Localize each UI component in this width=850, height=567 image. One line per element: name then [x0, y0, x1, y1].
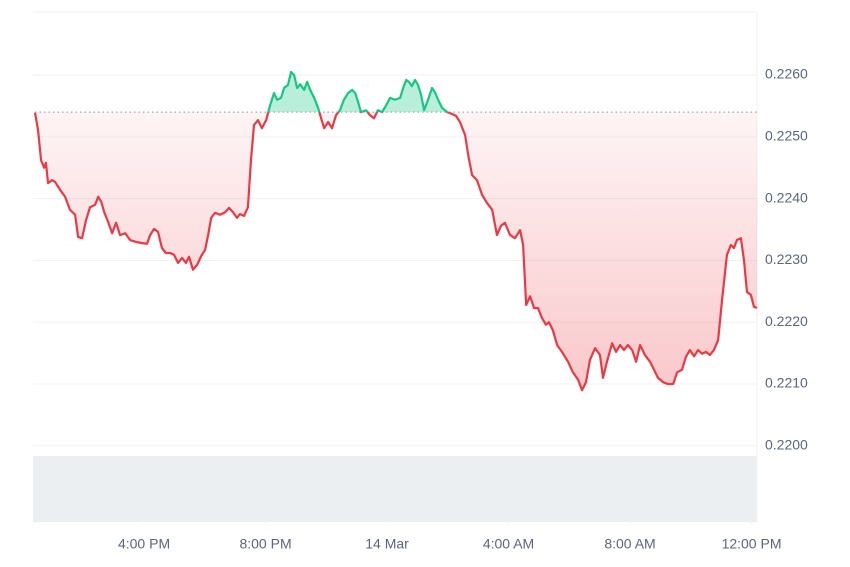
x-tick-label: 8:00 PM: [239, 536, 291, 552]
x-tick-label: 4:00 AM: [483, 536, 534, 552]
x-tick-label: 14 Mar: [365, 536, 409, 552]
price-line-up: [267, 70, 451, 113]
x-tick-label: 4:00 PM: [118, 536, 170, 552]
volume-band: [33, 456, 757, 522]
area-above-baseline: [268, 71, 448, 113]
y-tick-label: 0.2250: [765, 128, 808, 144]
y-tick-label: 0.2220: [765, 313, 808, 329]
y-tick-label: 0.2200: [765, 437, 808, 453]
y-tick-label: 0.2260: [765, 66, 808, 82]
areas: [35, 71, 757, 391]
y-tick-label: 0.2210: [765, 375, 808, 391]
area-below-baseline: [35, 112, 757, 391]
x-tick-label: 12:00 PM: [722, 536, 782, 552]
y-tick-label: 0.2240: [765, 189, 808, 205]
y-tick-label: 0.2230: [765, 251, 808, 267]
labels: 0.2200 0.2210 0.2220 0.2230 0.2240 0.2250 0.22…: [118, 66, 808, 552]
lines: [33, 70, 758, 392]
x-tick-label: 8:00 AM: [604, 536, 655, 552]
price-line-down: [33, 112, 758, 392]
